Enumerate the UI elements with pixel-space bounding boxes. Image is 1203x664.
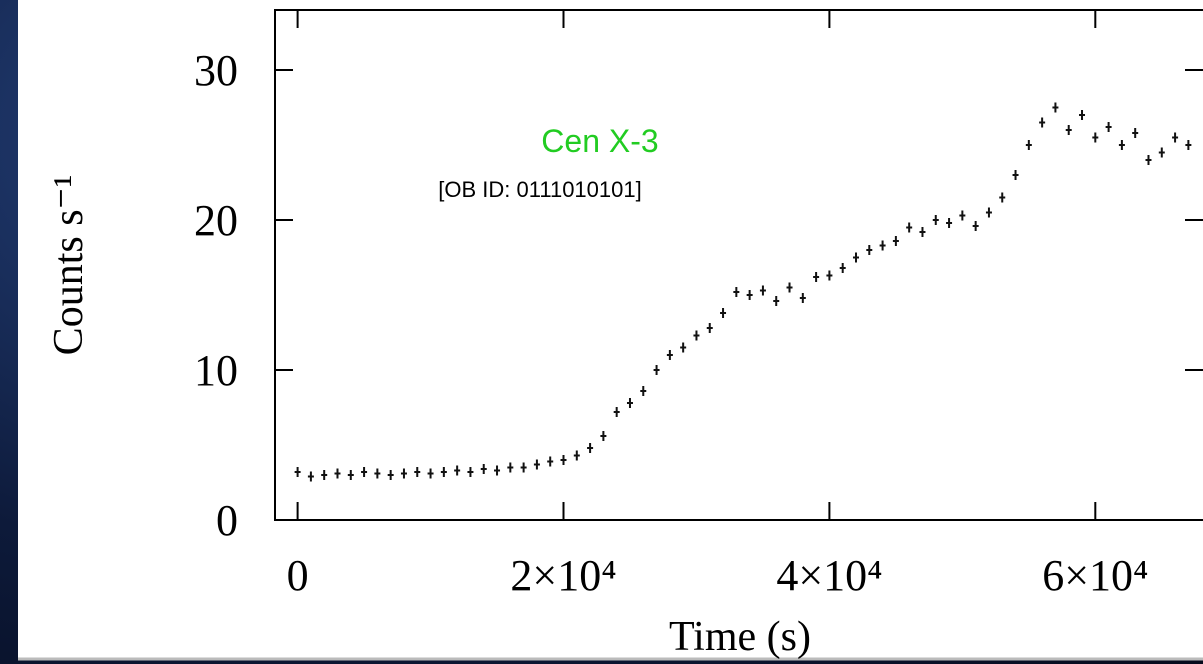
data-point: [892, 236, 899, 246]
data-point: [1012, 170, 1019, 180]
annotation: [OB ID: 0111010101]: [438, 177, 641, 202]
x-tick-label: 0: [287, 551, 309, 600]
data-point: [999, 192, 1006, 203]
data-point: [587, 443, 594, 453]
data-point: [972, 221, 979, 231]
data-point: [932, 215, 939, 225]
data-point: [839, 263, 846, 273]
data-point: [706, 323, 713, 333]
data-point: [985, 207, 992, 218]
data-point: [507, 462, 514, 473]
data-point: [826, 270, 833, 281]
data-point: [773, 296, 780, 306]
data-point: [1172, 132, 1179, 143]
data-point: [1079, 110, 1086, 120]
data-point: [866, 245, 873, 255]
x-tick-label: 4×10⁴: [776, 551, 882, 600]
data-point: [361, 467, 368, 477]
data-point: [467, 467, 474, 477]
y-tick-label: 0: [216, 496, 238, 545]
data-point: [520, 462, 527, 473]
data-point: [799, 293, 806, 303]
data-point: [959, 210, 966, 221]
data-point: [387, 470, 394, 480]
data-point: [720, 308, 727, 318]
data-point: [1132, 128, 1139, 138]
data-point: [1145, 155, 1152, 165]
data-point: [533, 459, 540, 470]
data-point: [1092, 132, 1099, 143]
data-point: [454, 465, 461, 476]
data-point: [666, 350, 673, 360]
data-point: [680, 342, 687, 353]
y-tick-label: 20: [194, 196, 238, 245]
data-point: [1065, 125, 1072, 135]
data-point: [427, 468, 434, 479]
data-point: [613, 407, 620, 417]
data-point: [906, 222, 913, 233]
data-point: [400, 468, 407, 479]
data-point: [852, 252, 859, 263]
data-point: [1158, 147, 1165, 158]
data-point: [1118, 140, 1125, 150]
data-point: [1185, 140, 1192, 150]
data-point: [600, 431, 607, 441]
data-point: [693, 330, 700, 341]
y-axis-label: Counts s⁻¹: [46, 175, 92, 356]
data-point: [440, 467, 447, 477]
data-point: [480, 464, 487, 474]
data-point: [640, 386, 647, 396]
data-point: [746, 290, 753, 300]
data-point: [494, 465, 501, 476]
data-point: [919, 227, 926, 237]
data-point: [1105, 122, 1112, 132]
data-point: [759, 285, 766, 296]
data-point: [813, 272, 820, 282]
x-axis-label: Time (s): [669, 614, 811, 660]
x-tick-label: 6×10⁴: [1042, 551, 1148, 600]
y-tick-label: 10: [194, 346, 238, 395]
data-point: [294, 467, 301, 477]
data-point: [946, 218, 953, 228]
plot-frame: [274, 9, 1203, 521]
data-point: [786, 282, 793, 293]
x-tick-label: 2×10⁴: [510, 551, 616, 600]
data-point: [653, 365, 660, 375]
y-tick-label: 30: [194, 46, 238, 95]
data-point: [560, 455, 567, 465]
data-point: [1025, 140, 1032, 150]
data-point: [626, 398, 633, 408]
data-point: [733, 287, 740, 297]
data-point: [307, 471, 314, 482]
data-point: [1039, 117, 1046, 128]
data-point: [573, 450, 580, 461]
data-point: [1052, 102, 1059, 113]
data-point: [347, 470, 354, 480]
data-point: [334, 468, 341, 479]
data-point: [374, 468, 381, 479]
annotation: Cen X-3: [541, 123, 658, 159]
data-point: [547, 456, 554, 467]
data-point: [879, 240, 886, 251]
data-point: [414, 467, 421, 477]
data-point: [321, 470, 328, 480]
panel: [18, 0, 1203, 658]
